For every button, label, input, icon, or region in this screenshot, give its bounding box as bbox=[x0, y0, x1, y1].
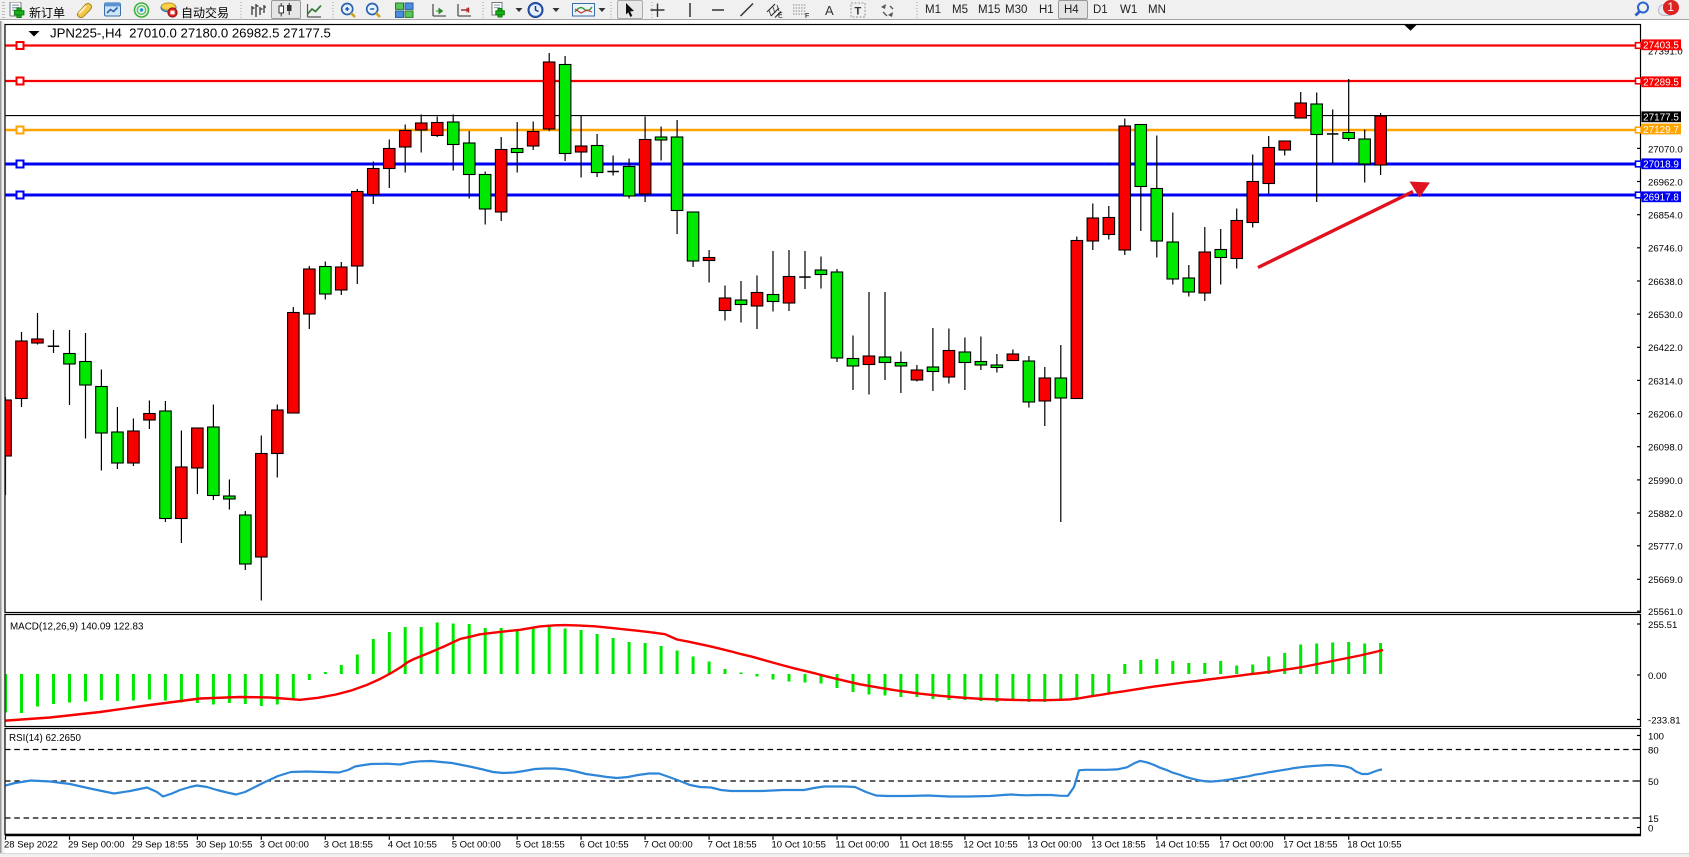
svg-text:15: 15 bbox=[1648, 814, 1659, 825]
svg-text:11 Oct 18:55: 11 Oct 18:55 bbox=[899, 839, 953, 850]
svg-text:80: 80 bbox=[1648, 745, 1659, 756]
svg-text:13 Oct 18:55: 13 Oct 18:55 bbox=[1091, 839, 1145, 850]
svg-text:E: E bbox=[778, 13, 783, 19]
svg-text:14 Oct 10:55: 14 Oct 10:55 bbox=[1155, 839, 1209, 850]
svg-text:26530.0: 26530.0 bbox=[1648, 310, 1683, 321]
svg-text:17 Oct 18:55: 17 Oct 18:55 bbox=[1283, 839, 1337, 850]
svg-text:26962.0: 26962.0 bbox=[1648, 177, 1683, 188]
svg-text:4 Oct 10:55: 4 Oct 10:55 bbox=[388, 839, 437, 850]
svg-text:10 Oct 10:55: 10 Oct 10:55 bbox=[772, 839, 826, 850]
svg-text:5 Oct 18:55: 5 Oct 18:55 bbox=[516, 839, 565, 850]
svg-text:25882.0: 25882.0 bbox=[1648, 509, 1683, 520]
svg-text:5 Oct 00:00: 5 Oct 00:00 bbox=[452, 839, 501, 850]
svg-text:25561.0: 25561.0 bbox=[1648, 607, 1683, 618]
svg-text:3 Oct 00:00: 3 Oct 00:00 bbox=[260, 839, 309, 850]
svg-text:29 Sep 00:00: 29 Sep 00:00 bbox=[68, 839, 125, 850]
svg-text:27177.5: 27177.5 bbox=[1643, 113, 1679, 124]
svg-text:6 Oct 10:55: 6 Oct 10:55 bbox=[580, 839, 629, 850]
svg-text:27391.0: 27391.0 bbox=[1648, 47, 1683, 58]
svg-text:12 Oct 10:55: 12 Oct 10:55 bbox=[963, 839, 1017, 850]
svg-text:30 Sep 10:55: 30 Sep 10:55 bbox=[196, 839, 253, 850]
svg-text:26206.0: 26206.0 bbox=[1648, 410, 1683, 421]
svg-text:25777.0: 25777.0 bbox=[1648, 542, 1683, 553]
svg-text:26638.0: 26638.0 bbox=[1648, 277, 1683, 288]
svg-text:25990.0: 25990.0 bbox=[1648, 476, 1683, 487]
svg-text:3 Oct 18:55: 3 Oct 18:55 bbox=[324, 839, 373, 850]
svg-text:RSI(14) 62.2650: RSI(14) 62.2650 bbox=[9, 733, 81, 744]
svg-text:-233.81: -233.81 bbox=[1648, 715, 1681, 726]
svg-text:28 Sep 2022: 28 Sep 2022 bbox=[4, 839, 58, 850]
svg-text:27070.0: 27070.0 bbox=[1648, 144, 1683, 155]
svg-text:26314.0: 26314.0 bbox=[1648, 376, 1683, 387]
svg-text:F: F bbox=[805, 13, 809, 18]
svg-text:11 Oct 00:00: 11 Oct 00:00 bbox=[836, 839, 890, 850]
svg-text:26422.0: 26422.0 bbox=[1648, 343, 1683, 354]
svg-text:26917.8: 26917.8 bbox=[1643, 193, 1679, 204]
svg-text:100: 100 bbox=[1648, 731, 1664, 742]
svg-text:7 Oct 18:55: 7 Oct 18:55 bbox=[708, 839, 757, 850]
svg-text:0.00: 0.00 bbox=[1648, 671, 1667, 682]
svg-text:JPN225-,H4 27010.0 27180.0 26: JPN225-,H4 27010.0 27180.0 26982.5 27177… bbox=[50, 26, 331, 41]
svg-text:T: T bbox=[855, 6, 862, 18]
svg-text:25669.0: 25669.0 bbox=[1648, 575, 1683, 586]
svg-text:26746.0: 26746.0 bbox=[1648, 244, 1683, 255]
svg-text:255.51: 255.51 bbox=[1648, 620, 1677, 631]
svg-text:27129.7: 27129.7 bbox=[1643, 125, 1679, 136]
svg-text:29 Sep 18:55: 29 Sep 18:55 bbox=[132, 839, 189, 850]
svg-text:27289.5: 27289.5 bbox=[1643, 78, 1679, 89]
svg-text:27403.5: 27403.5 bbox=[1643, 41, 1679, 52]
svg-text:MACD(12,26,9) 140.09 122.83: MACD(12,26,9) 140.09 122.83 bbox=[10, 622, 144, 633]
svg-text:0: 0 bbox=[1648, 823, 1653, 834]
svg-text:18 Oct 10:55: 18 Oct 10:55 bbox=[1347, 839, 1401, 850]
svg-text:17 Oct 00:00: 17 Oct 00:00 bbox=[1219, 839, 1273, 850]
svg-text:13 Oct 00:00: 13 Oct 00:00 bbox=[1027, 839, 1081, 850]
svg-text:26098.0: 26098.0 bbox=[1648, 443, 1683, 454]
svg-text:27018.9: 27018.9 bbox=[1643, 160, 1679, 171]
svg-text:50: 50 bbox=[1648, 777, 1659, 788]
svg-text:7 Oct 00:00: 7 Oct 00:00 bbox=[644, 839, 693, 850]
svg-text:26854.0: 26854.0 bbox=[1648, 211, 1683, 222]
